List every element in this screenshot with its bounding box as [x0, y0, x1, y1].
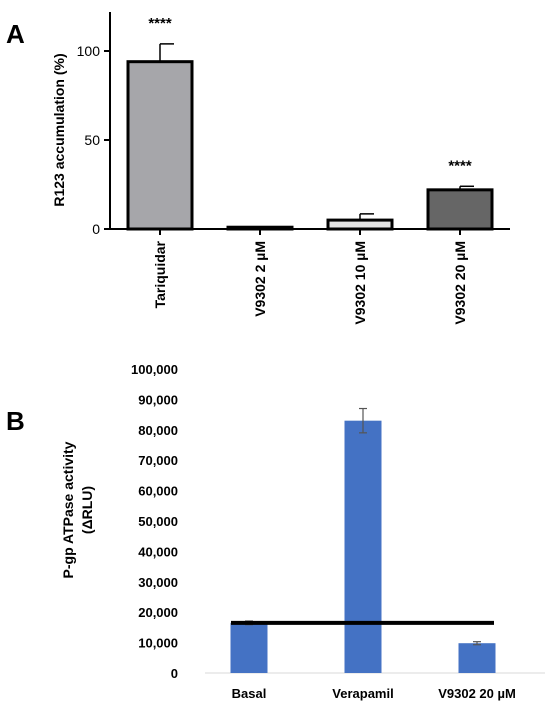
chart-b-ytick-label: 50,000 — [138, 514, 178, 529]
chart-b-category-label: Basal — [232, 686, 267, 701]
chart-b-ylabel-line2: (ΔRLU) — [79, 486, 95, 534]
chart-b-ytick-label: 60,000 — [138, 484, 178, 499]
chart-a-bar — [326, 218, 394, 231]
chart-a-ylabel: R123 accumulation (%) — [51, 53, 67, 206]
chart-b-bar — [230, 622, 268, 673]
chart-b-ytick-label: 40,000 — [138, 544, 178, 559]
chart-b-category-label: V9302 20 µM — [438, 686, 516, 701]
chart-b-ytick-label: 20,000 — [138, 605, 178, 620]
chart-a-bar — [226, 225, 294, 231]
chart-a-category-label: Tariquidar — [152, 240, 168, 308]
chart-b-ytick-label: 100,000 — [131, 362, 178, 377]
chart-b-ytick-label: 30,000 — [138, 575, 178, 590]
chart-b-ytick-label: 90,000 — [138, 392, 178, 407]
chart-a: R123 accumulation (%) 0 50 100 **** **** Ta… — [51, 12, 510, 325]
chart-a-bar — [426, 188, 494, 231]
chart-a-ytick-label: 50 — [84, 132, 100, 148]
chart-b-ytick-label: 10,000 — [138, 636, 178, 651]
chart-a-category-label: V9302 10 µM — [352, 241, 368, 325]
panel-a-letter: A — [6, 19, 25, 49]
chart-a-significance: **** — [148, 15, 172, 32]
chart-a-category-label: V9302 20 µM — [452, 241, 468, 325]
chart-b-ytick-label: 70,000 — [138, 453, 178, 468]
chart-b-ytick-label: 0 — [171, 666, 178, 681]
chart-b: P-gp ATPase activity (ΔRLU) 0 10,000 20,00… — [60, 362, 545, 701]
chart-b-bar — [458, 643, 496, 673]
chart-a-ytick-label: 100 — [77, 43, 101, 59]
chart-b-category-label: Verapamil — [332, 686, 393, 701]
chart-a-category-label: V9302 2 µM — [252, 241, 268, 317]
chart-b-bar — [344, 420, 382, 673]
panel-b-letter: B — [6, 406, 25, 436]
chart-a-significance: **** — [448, 157, 472, 174]
chart-b-ylabel-line1: P-gp ATPase activity — [60, 441, 76, 578]
chart-a-bar — [126, 60, 194, 231]
chart-a-ytick-label: 0 — [92, 221, 100, 237]
chart-b-ytick-label: 80,000 — [138, 423, 178, 438]
